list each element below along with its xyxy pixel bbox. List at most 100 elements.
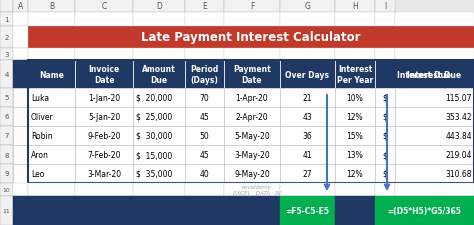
Bar <box>224 196 280 225</box>
Text: 1-Apr-20: 1-Apr-20 <box>236 94 268 103</box>
Text: E: E <box>202 2 207 11</box>
Text: Over Days: Over Days <box>285 70 329 79</box>
Bar <box>13 27 28 49</box>
Bar <box>185 183 224 196</box>
Bar <box>395 126 474 145</box>
Text: Oliver: Oliver <box>31 112 54 122</box>
Bar <box>133 145 185 164</box>
Bar <box>395 13 474 27</box>
Bar <box>133 108 185 126</box>
Bar <box>0 164 13 183</box>
Bar <box>133 89 185 108</box>
Bar <box>75 49 133 61</box>
Bar <box>28 49 75 61</box>
Bar <box>280 196 335 225</box>
Bar <box>75 183 133 196</box>
Text: Interest Due: Interest Due <box>397 70 452 79</box>
Bar <box>0 89 13 108</box>
Bar <box>13 61 28 89</box>
Bar <box>133 0 185 13</box>
Text: 7: 7 <box>4 133 9 139</box>
Bar <box>28 164 75 183</box>
Bar <box>28 0 75 13</box>
Text: Robin: Robin <box>31 131 53 140</box>
Bar <box>335 196 375 225</box>
Text: D: D <box>156 2 162 11</box>
Bar <box>75 164 133 183</box>
Text: 12%: 12% <box>346 112 363 122</box>
Bar <box>28 61 75 89</box>
Text: Name: Name <box>39 70 64 79</box>
Bar <box>335 126 375 145</box>
Bar <box>395 164 474 183</box>
Bar <box>75 89 133 108</box>
Bar <box>375 196 474 225</box>
Bar <box>28 27 474 49</box>
Bar <box>0 108 13 126</box>
Bar <box>335 89 375 108</box>
Text: 21: 21 <box>303 94 312 103</box>
Bar <box>375 183 395 196</box>
Text: 12%: 12% <box>346 169 363 178</box>
Text: 70: 70 <box>200 94 210 103</box>
Bar <box>13 126 28 145</box>
Bar <box>133 13 185 27</box>
Text: 43: 43 <box>302 112 312 122</box>
Bar <box>28 145 75 164</box>
Bar <box>0 49 13 61</box>
Bar <box>375 61 474 89</box>
Bar <box>133 196 185 225</box>
Text: 9-May-20: 9-May-20 <box>234 169 270 178</box>
Text: $  25,000: $ 25,000 <box>136 112 172 122</box>
Bar <box>224 183 280 196</box>
Bar <box>0 27 13 49</box>
Text: 13%: 13% <box>346 150 364 159</box>
Text: 9: 9 <box>4 171 9 177</box>
Bar <box>395 183 474 196</box>
Text: $: $ <box>383 131 387 140</box>
Bar <box>335 0 375 13</box>
Bar <box>335 13 375 27</box>
Text: 310.68: 310.68 <box>446 169 472 178</box>
Bar <box>0 61 13 89</box>
Bar <box>375 126 395 145</box>
Text: Interest Due: Interest Due <box>408 70 462 79</box>
Bar <box>224 164 280 183</box>
Text: 2-Apr-20: 2-Apr-20 <box>236 112 268 122</box>
Text: 6: 6 <box>4 114 9 120</box>
Bar <box>75 13 133 27</box>
Bar <box>395 108 474 126</box>
Text: Period
(Days): Period (Days) <box>191 65 219 84</box>
Text: Leo: Leo <box>31 169 45 178</box>
Text: 36: 36 <box>302 131 312 140</box>
Bar <box>13 13 28 27</box>
Bar <box>335 108 375 126</box>
Text: 3: 3 <box>4 52 9 58</box>
Bar <box>335 61 375 89</box>
Bar <box>280 61 335 89</box>
Bar <box>185 164 224 183</box>
Bar <box>375 108 395 126</box>
Bar <box>280 108 335 126</box>
Text: $: $ <box>383 150 387 159</box>
Text: 4: 4 <box>4 72 9 78</box>
Bar <box>28 61 474 183</box>
Text: 45: 45 <box>200 150 210 159</box>
Text: 5-Jan-20: 5-Jan-20 <box>88 112 120 122</box>
Bar <box>133 164 185 183</box>
Text: 45: 45 <box>200 112 210 122</box>
Bar <box>75 196 133 225</box>
Bar <box>133 126 185 145</box>
Text: 50: 50 <box>200 131 210 140</box>
Bar <box>185 49 224 61</box>
Bar <box>185 0 224 13</box>
Bar <box>0 183 13 196</box>
Bar <box>224 108 280 126</box>
Bar <box>185 108 224 126</box>
Bar <box>375 164 395 183</box>
Text: G: G <box>305 2 310 11</box>
Text: 11: 11 <box>3 208 10 213</box>
Bar <box>185 126 224 145</box>
Text: Payment
Date: Payment Date <box>233 65 271 84</box>
Bar <box>395 49 474 61</box>
